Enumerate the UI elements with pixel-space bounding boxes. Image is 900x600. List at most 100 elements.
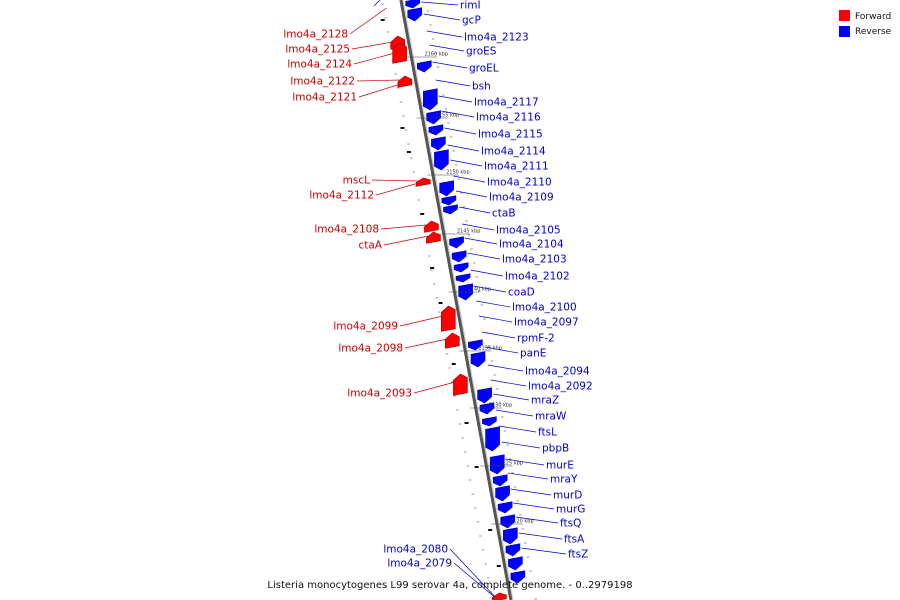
gene-label-lmo4a_2114: lmo4a_2114 (481, 146, 546, 158)
leader-line (449, 548, 495, 597)
gene-label-mscL: mscL (343, 175, 370, 187)
leader-line (444, 127, 477, 135)
gene-label-mraY: mraY (550, 474, 578, 486)
gene-label-coaD: coaD (508, 287, 535, 299)
reverse-gene-lmo4a_2117-5 (428, 124, 444, 136)
forward-gene-lmo4a_2099 (441, 305, 456, 332)
reverse-gene-ftsZ-28 (505, 543, 521, 557)
gene-label-panE: panE (520, 348, 546, 360)
gene-label-lmo4a_2100: lmo4a_2100 (512, 302, 577, 314)
gene-labels: lmo4a_2128 lmo4a_2125 lmo4a_2124 lmo4a_2122… (283, 0, 592, 570)
leader-line (429, 44, 465, 52)
reverse-gene-lmo4a_2109-10 (443, 204, 458, 215)
leader-line (462, 223, 495, 231)
leader-line (493, 393, 530, 401)
reverse-gene-lmo4a_2111-8 (439, 180, 454, 197)
gene-label-lmo4a_2108: lmo4a_2108 (314, 224, 379, 236)
gene-label-ftsL: ftsL (538, 427, 557, 439)
leader-line (478, 315, 513, 323)
scale-tick-label: 2145 kbp (457, 229, 481, 235)
slot-mark (496, 565, 501, 567)
leader-line (481, 331, 516, 339)
leader-line (375, 182, 419, 196)
reverse-gene-lmo4a_2110-9 (441, 195, 457, 206)
gene-label-ctaB: ctaB (492, 208, 516, 220)
gene-label-lmo4a_2125: lmo4a_2125 (285, 44, 350, 56)
slot-mark (420, 213, 425, 215)
slot-mark (474, 466, 479, 468)
forward-gene-lmo4a_2122 (397, 75, 413, 88)
reverse-gene-rpmF-2-16 (468, 339, 483, 351)
reverse-gene-bsh-4 (426, 110, 441, 125)
gene-label-lmo4a_2117: lmo4a_2117 (474, 97, 539, 109)
leader-line (490, 379, 527, 387)
forward-gene-lmo4a_2108 (424, 220, 439, 233)
gene-label-lmo4a_2093: lmo4a_2093 (347, 388, 412, 400)
gene-label-pbpB: pbpB (542, 443, 569, 455)
legend: Forward Reverse (839, 10, 892, 37)
backbone (399, 0, 514, 600)
leader-line (499, 425, 537, 433)
gene-label-lmo4a_2098: lmo4a_2098 (338, 343, 403, 355)
leader-line (371, 179, 419, 182)
leader-line (421, 1, 459, 6)
reverse-gene-lmo4a_2104-12 (451, 250, 467, 263)
leader-line (453, 175, 486, 183)
reverse-gene-murD-24 (495, 485, 510, 502)
scale-tick-label: 2155 kbp (436, 113, 460, 119)
reverse-gene-lmo4a_2102-14 (455, 273, 471, 283)
leader-line (380, 224, 427, 230)
gene-label-ftsA: ftsA (564, 534, 585, 546)
gene-label-mraZ: mraZ (531, 395, 559, 407)
scale-ticks: 2160 kbp 2155 kbp 2150 kbp 2145 kbp 2140 kbp… (405, 52, 534, 525)
forward-gene-lmo4a_2079 (492, 592, 507, 600)
reverse-gene-groEL-3 (423, 88, 438, 111)
reverse-gene-lmo4a_2105-11 (449, 236, 464, 249)
gene-features (390, 0, 526, 600)
leader-line (413, 381, 456, 394)
gene-label-gcP: gcP (462, 15, 481, 27)
reverse-gene-lmo4a_2116-6 (431, 136, 446, 151)
scale-tick-label: 2135 kbp (478, 346, 502, 352)
reverse-gene-ftsZ-29 (508, 556, 523, 571)
leader-line (515, 516, 559, 524)
gene-label-lmo4a_2094: lmo4a_2094 (525, 366, 590, 378)
leader-line (496, 409, 534, 417)
leader-line (438, 95, 473, 103)
reverse-gene-mraZ-19 (479, 402, 495, 415)
scale-tick-label: 2160 kbp (424, 52, 448, 58)
leader-line (349, 7, 387, 35)
gene-label-lmo4a_2122: lmo4a_2122 (290, 76, 355, 88)
legend-forward-swatch (839, 10, 850, 21)
leader-line (426, 30, 463, 38)
gene-label-lmo4a_2121: lmo4a_2121 (292, 92, 357, 104)
leader-line (453, 562, 495, 598)
leader-line (383, 235, 429, 246)
leader-line (423, 13, 461, 21)
gene-label-lmo4a_2116: lmo4a_2116 (476, 112, 541, 124)
gene-label-lmo4a_2123: lmo4a_2123 (464, 32, 529, 44)
leader-line (441, 110, 475, 118)
leader-line (484, 346, 519, 354)
leader-line (447, 144, 480, 152)
reverse-gene-lmo4a_2092-18 (477, 387, 492, 404)
leader-line (351, 41, 393, 50)
slot-mark (464, 422, 469, 424)
gene-label-lmo4a_2102: lmo4a_2102 (505, 271, 570, 283)
gene-label-lmo4a_2103: lmo4a_2103 (502, 254, 567, 266)
leader-line (505, 458, 545, 466)
slot-mark (380, 19, 385, 21)
slot-mark (400, 127, 405, 129)
gene-label-groES: groES (466, 46, 497, 58)
gene-label-lmo4a_2097: lmo4a_2097 (514, 317, 579, 329)
legend-reverse-label: Reverse (855, 27, 892, 37)
gene-label-lmo4a_2104: lmo4a_2104 (499, 239, 564, 251)
gene-label-groEL: groEL (469, 63, 499, 75)
slot-mark (430, 267, 435, 269)
leader-line (432, 61, 468, 69)
gene-label-mraW: mraW (535, 411, 567, 423)
leader-line (507, 472, 549, 480)
gene-label-bsh: bsh (472, 81, 491, 93)
gene-label-lmo4a_2128: lmo4a_2128 (283, 29, 348, 41)
